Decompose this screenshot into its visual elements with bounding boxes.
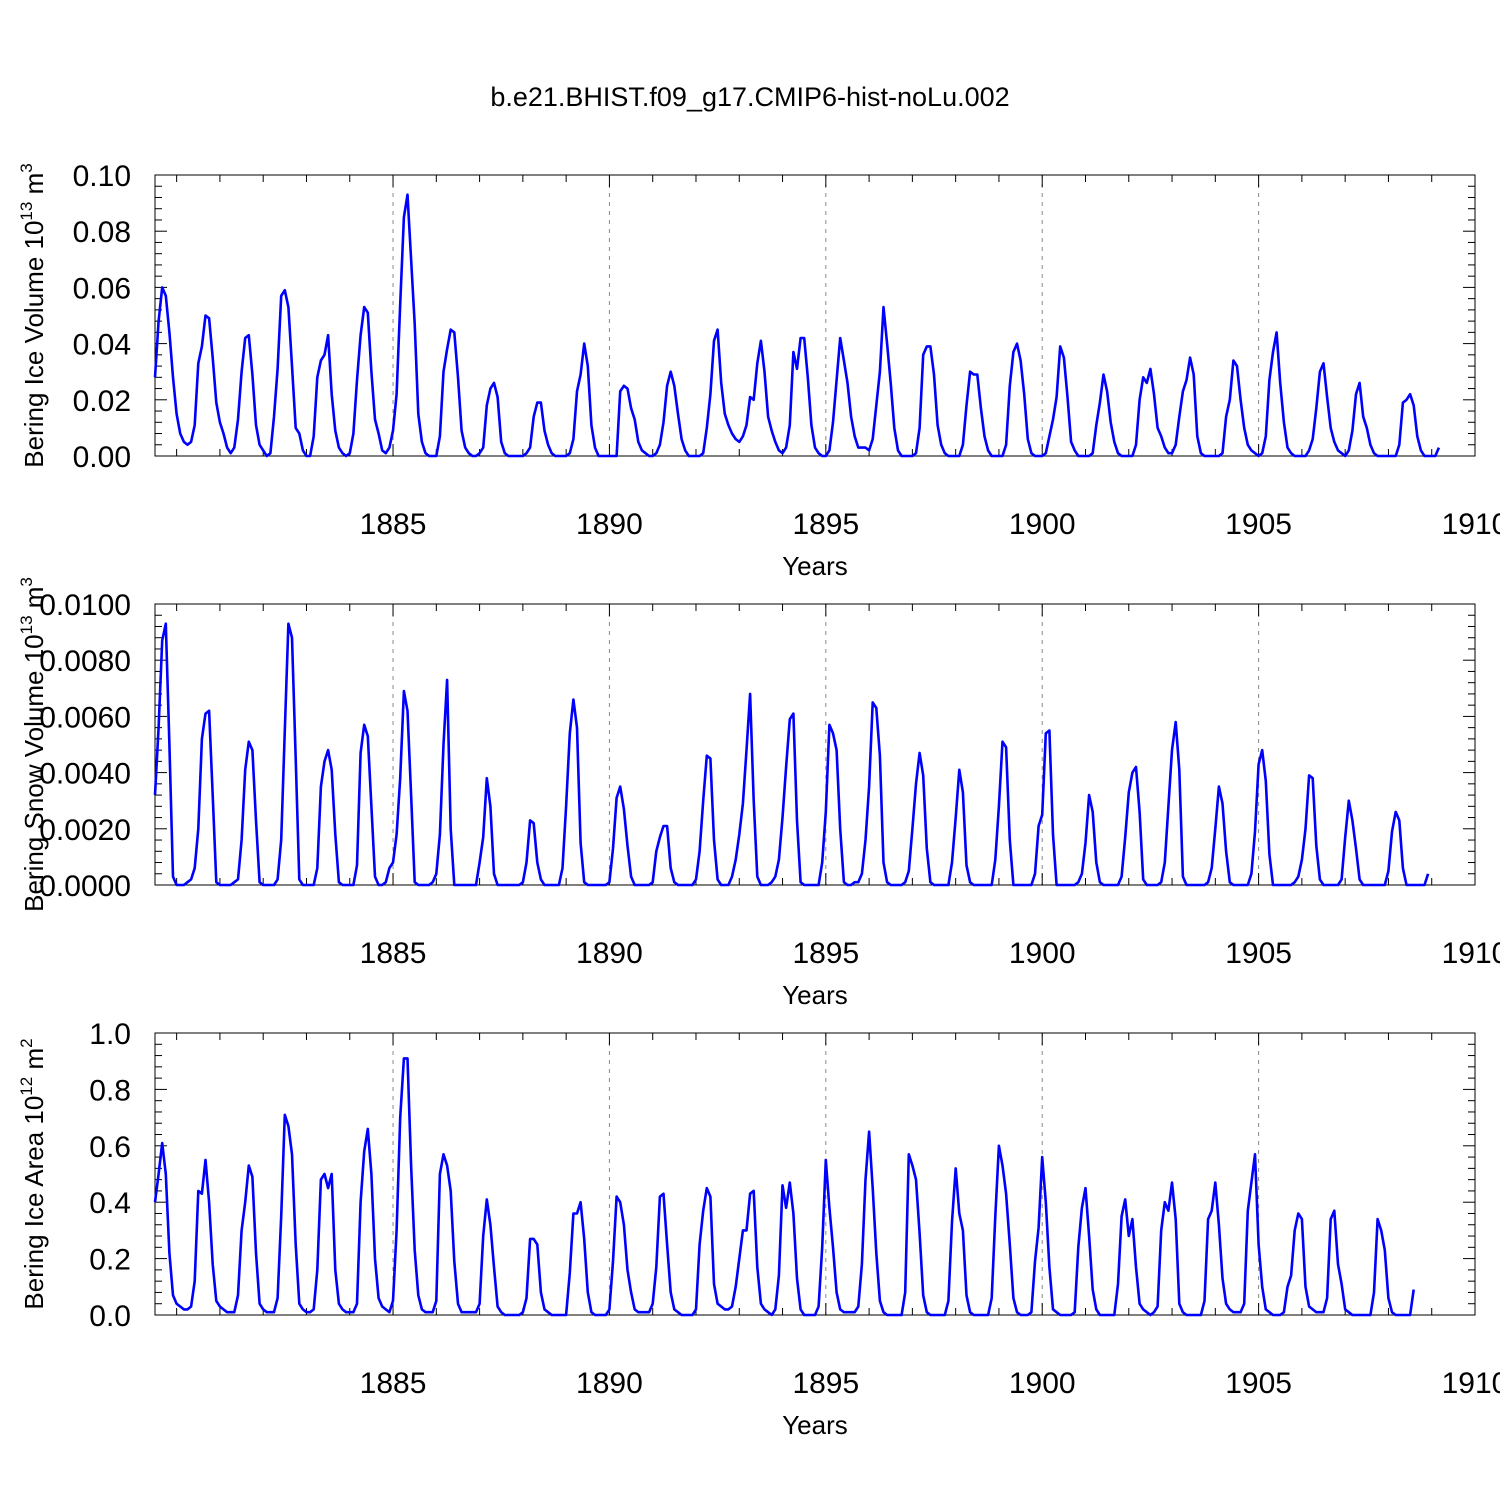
y-axis-label: Bering Ice Area 1012 m2 [17, 1038, 49, 1309]
x-tick-label: 1895 [792, 1367, 859, 1400]
x-tick-label: 1905 [1225, 1367, 1292, 1400]
x-tick-label: 1900 [1009, 508, 1076, 541]
y-tick-label: 0.06 [73, 272, 131, 305]
y-axis-label: Bering Snow Volume 1013 m3 [17, 577, 49, 912]
y-tick-label: 0.0000 [39, 870, 131, 903]
series-line [153, 1057, 1415, 1317]
y-tick-label: 0.0100 [39, 589, 131, 622]
plot-frame [154, 174, 1476, 457]
panel-ice-area: 0.0 0.2 0.4 0.6 0.8 1.0 1885 1890 1895 1900 1905 19… [17, 1018, 1500, 1440]
y-tick-label: 0.8 [89, 1074, 131, 1107]
x-tick-label: 1905 [1225, 508, 1292, 541]
x-tick-label: 1885 [360, 1367, 427, 1400]
x-axis-label: Years [782, 980, 848, 1010]
y-tick-label: 0.0080 [39, 645, 131, 678]
y-tick-label: 1.0 [89, 1018, 131, 1051]
y-tick-label: 0.04 [73, 329, 131, 362]
x-axis-label: Years [782, 1410, 848, 1440]
x-tick-label: 1910 [1442, 937, 1500, 970]
x-axis-label: Years [782, 551, 848, 581]
y-tick-label: 0.0040 [39, 758, 131, 791]
x-tick-label: 1885 [360, 508, 427, 541]
y-tick-label: 0.10 [73, 160, 131, 193]
y-tick-label: 0.0060 [39, 701, 131, 734]
x-tick-label: 1885 [360, 937, 427, 970]
series-line [153, 622, 1430, 887]
x-tick-label: 1910 [1442, 508, 1500, 541]
x-tick-label: 1895 [792, 508, 859, 541]
series-line [153, 193, 1441, 458]
y-tick-label: 0.00 [73, 441, 131, 474]
plot-frame [154, 1032, 1476, 1316]
panel-ice-volume: 0.00 0.02 0.04 0.06 0.08 0.10 1885 1890 1895 1900… [17, 160, 1500, 581]
y-axis-label: Bering Ice Volume 1013 m3 [17, 163, 49, 467]
x-tick-label: 1910 [1442, 1367, 1500, 1400]
panel-snow-volume: 0.0000 0.0020 0.0040 0.0060 0.0080 0.0100 1885… [17, 577, 1500, 1010]
y-tick-label: 0.02 [73, 385, 131, 418]
x-tick-label: 1895 [792, 937, 859, 970]
y-tick-label: 0.08 [73, 216, 131, 249]
plot-frame [154, 603, 1476, 886]
x-tick-label: 1890 [576, 1367, 643, 1400]
y-tick-label: 0.4 [89, 1187, 131, 1220]
x-tick-label: 1890 [576, 937, 643, 970]
y-tick-label: 0.0 [89, 1300, 131, 1333]
y-tick-label: 0.0020 [39, 814, 131, 847]
x-tick-label: 1900 [1009, 1367, 1076, 1400]
x-tick-label: 1890 [576, 508, 643, 541]
x-tick-label: 1900 [1009, 937, 1076, 970]
y-tick-label: 0.6 [89, 1131, 131, 1164]
y-tick-label: 0.2 [89, 1244, 131, 1277]
x-tick-label: 1905 [1225, 937, 1292, 970]
chart-title: b.e21.BHIST.f09_g17.CMIP6-hist-noLu.002 [490, 82, 1010, 112]
